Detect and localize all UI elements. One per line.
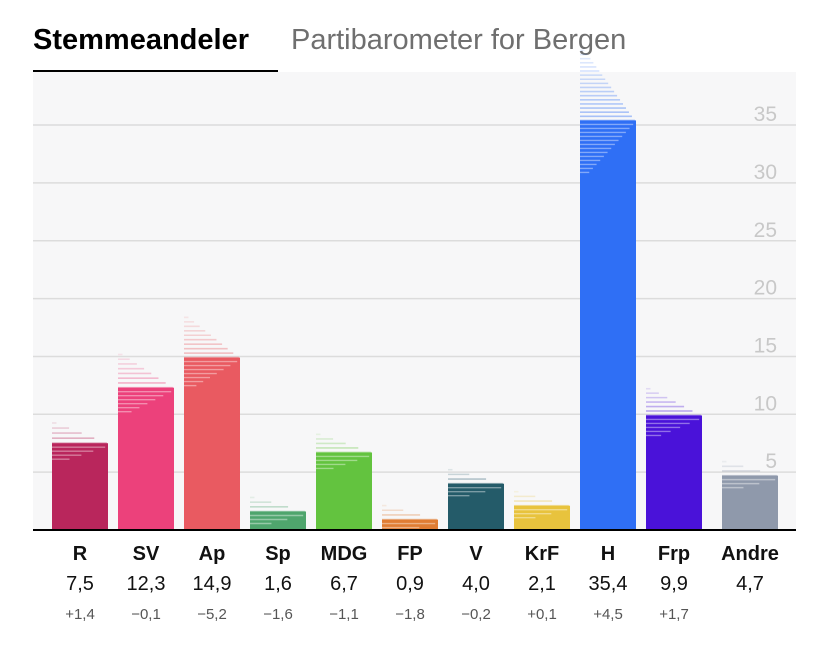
value-label-andre: 4,7 <box>736 573 764 595</box>
inner-streaks-h <box>580 123 634 174</box>
bar-group-andre <box>722 460 778 530</box>
category-label-r: R <box>73 543 88 565</box>
bar-group-fp <box>382 504 438 530</box>
value-label-sv: 12,3 <box>127 573 166 595</box>
category-label-fp: FP <box>397 543 423 565</box>
change-label-r: +1,4 <box>65 606 95 623</box>
value-label-fp: 0,9 <box>396 573 424 595</box>
value-label-ap: 14,9 <box>193 573 232 595</box>
bar-group-ap <box>184 316 240 530</box>
change-label-mdg: −1,1 <box>329 606 359 623</box>
value-label-sp: 1,6 <box>264 573 292 595</box>
inner-streaks-frp <box>646 418 700 437</box>
inner-streaks-fp <box>382 522 436 529</box>
change-label-krf: +0,1 <box>527 606 557 623</box>
category-label-ap: Ap <box>199 543 226 565</box>
y-tick-label-10: 10 <box>754 392 777 415</box>
value-label-h: 35,4 <box>589 573 628 595</box>
y-tick-label-20: 20 <box>754 277 777 300</box>
change-label-sv: −0,1 <box>131 606 161 623</box>
bar-sv <box>118 387 174 530</box>
uncertainty-streaks-sv <box>118 353 173 389</box>
bar-group-mdg <box>316 433 372 530</box>
bar-h <box>580 120 636 530</box>
bar-andre <box>722 475 778 530</box>
bar-group-v <box>448 468 504 530</box>
value-label-frp: 9,9 <box>660 573 688 595</box>
y-tick-label-15: 15 <box>754 334 777 357</box>
category-label-andre: Andre <box>721 543 779 565</box>
y-tick-label-35: 35 <box>754 103 777 126</box>
category-label-h: H <box>601 543 615 565</box>
category-label-v: V <box>469 543 483 565</box>
inner-streaks-andre <box>722 478 776 489</box>
change-label-h: +4,5 <box>593 606 623 623</box>
bar-mdg <box>316 452 372 530</box>
change-label-fp: −1,8 <box>395 606 425 623</box>
change-label-sp: −1,6 <box>263 606 293 623</box>
bar-group-sp <box>250 496 306 530</box>
inner-streaks-r <box>52 446 106 460</box>
change-label-v: −0,2 <box>461 606 491 623</box>
category-label-frp: Frp <box>658 543 690 565</box>
bar-frp <box>646 415 702 530</box>
value-label-krf: 2,1 <box>528 573 556 595</box>
category-label-krf: KrF <box>525 543 559 565</box>
inner-streaks-sv <box>118 390 172 413</box>
value-label-r: 7,5 <box>66 573 94 595</box>
category-label-sv: SV <box>133 543 160 565</box>
y-tick-label-25: 25 <box>754 219 777 242</box>
bar-group-frp <box>646 387 702 530</box>
inner-streaks-krf <box>514 509 568 519</box>
bar-fp <box>382 519 438 530</box>
change-label-frp: +1,7 <box>659 606 689 623</box>
bar-group-sv <box>118 353 174 530</box>
y-axis-ticks: 5 10 15 20 25 30 35 <box>754 103 777 473</box>
category-label-mdg: MDG <box>321 543 368 565</box>
inner-streaks-v <box>448 487 502 497</box>
bar-v <box>448 483 504 530</box>
change-label-ap: −5,2 <box>197 606 227 623</box>
y-tick-label-30: 30 <box>754 161 777 184</box>
inner-streaks-mdg <box>316 455 370 470</box>
value-label-v: 4,0 <box>462 573 490 595</box>
bars <box>52 49 778 530</box>
bar-group-r <box>52 422 108 530</box>
bar-krf <box>514 505 570 530</box>
category-labels: R 7,5 +1,4 SV 12,3 −0,1 Ap 14,9 −5,2 Sp 1,6 −1,6 MDG… <box>65 543 779 623</box>
category-label-sp: Sp <box>265 543 291 565</box>
bar-sp <box>250 511 306 530</box>
bar-group-h <box>580 49 636 530</box>
inner-streaks-ap <box>184 360 238 387</box>
bar-ap <box>184 357 240 530</box>
tab-stemmeandeler[interactable]: Stemmeandeler <box>33 24 249 56</box>
inner-streaks-sp <box>250 514 304 525</box>
bar-group-krf <box>514 490 570 530</box>
value-label-mdg: 6,7 <box>330 573 358 595</box>
bar-r <box>52 443 108 530</box>
tab-partibarometer[interactable]: Partibarometer for Bergen <box>291 24 627 56</box>
y-tick-label-5: 5 <box>765 450 777 473</box>
